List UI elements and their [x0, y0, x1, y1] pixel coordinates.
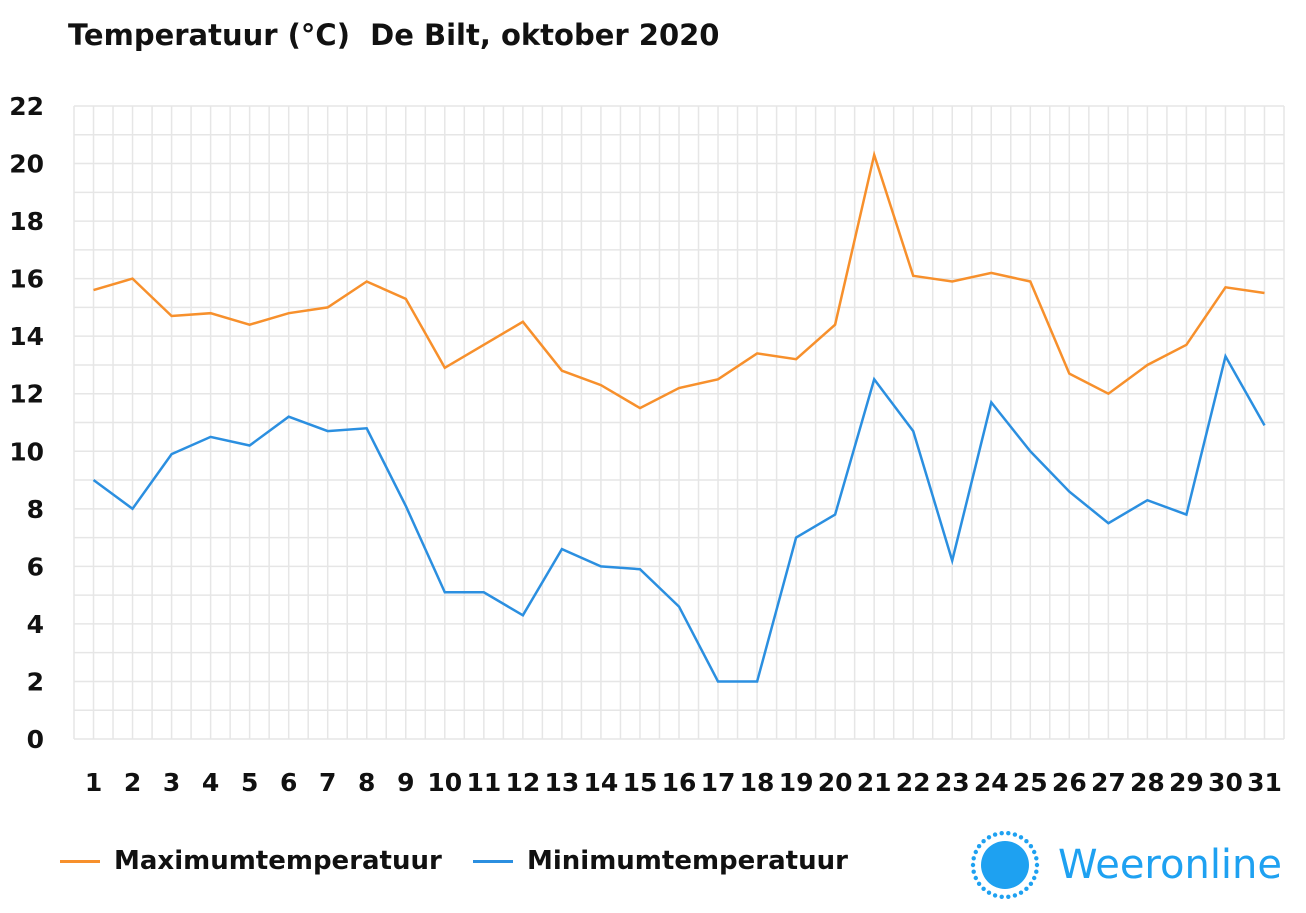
y-tick-label: 16 — [9, 265, 44, 294]
x-tick-label: 28 — [1130, 768, 1165, 797]
y-tick-label: 2 — [27, 667, 44, 696]
sun-ray — [1032, 875, 1037, 881]
sun-ray — [992, 893, 998, 898]
sun-ray — [976, 881, 982, 886]
sun-icon — [970, 831, 1040, 899]
sun-ray — [986, 890, 992, 895]
x-tick-label: 6 — [280, 768, 297, 797]
sun-ray — [999, 894, 1004, 899]
sun-ray — [1012, 893, 1018, 898]
series-lines — [92, 150, 1266, 683]
x-tick-label: 12 — [505, 768, 540, 797]
sun-ray — [973, 875, 978, 881]
x-tick-label: 21 — [857, 768, 892, 797]
chart-title: Temperatuur (°C) De Bilt, oktober 2020 — [68, 18, 720, 52]
x-tick-label: 9 — [397, 768, 414, 797]
x-tick-label: 11 — [466, 768, 501, 797]
sun-ray — [999, 831, 1004, 836]
legend-item-min[interactable]: Minimumtemperatuur — [473, 846, 848, 876]
y-tick-label: 8 — [27, 495, 44, 524]
y-tick-label: 22 — [9, 92, 44, 121]
x-tick-label: 2 — [124, 768, 141, 797]
logo-text: Weeronline — [1058, 842, 1283, 888]
sun-ray — [976, 844, 982, 849]
x-tick-label: 13 — [545, 768, 580, 797]
x-tick-label: 19 — [779, 768, 814, 797]
y-tick-label: 12 — [9, 380, 44, 409]
sun-ray — [981, 886, 986, 891]
sun-ray — [1032, 849, 1037, 855]
x-tick-label: 5 — [241, 768, 258, 797]
y-tick-label: 6 — [27, 552, 44, 581]
x-tick-label: 10 — [427, 768, 462, 797]
sun-ray — [1028, 881, 1034, 886]
y-tick-label: 20 — [9, 150, 44, 179]
x-tick-label: 23 — [935, 768, 970, 797]
y-tick-label: 14 — [9, 322, 44, 351]
sun-ray — [981, 839, 986, 844]
sun-ray — [971, 856, 976, 861]
x-tick-label: 14 — [584, 768, 619, 797]
sun-ray — [970, 862, 976, 868]
x-tick-label: 27 — [1091, 768, 1126, 797]
sun-ray — [1028, 844, 1034, 849]
x-tick-label: 8 — [358, 768, 375, 797]
sun-ray — [971, 869, 976, 874]
sun-ray — [1012, 832, 1018, 837]
x-tick-label: 4 — [202, 768, 219, 797]
x-tick-label: 15 — [623, 768, 658, 797]
sun-ray — [1018, 835, 1024, 840]
sun-ray — [986, 835, 992, 840]
x-tick-label: 16 — [662, 768, 697, 797]
x-tick-label: 7 — [319, 768, 336, 797]
y-tick-label: 0 — [27, 725, 44, 754]
x-tick-label: 26 — [1052, 768, 1087, 797]
x-axis: 1 2 3 4 5 6 7 8 9 10 11 12 13 14 15 16 17 18 19 20 21 22 23 24 2… — [85, 768, 1282, 797]
y-tick-label: 4 — [27, 610, 44, 639]
x-tick-label: 3 — [163, 768, 180, 797]
legend-label-min: Minimumtemperatuur — [527, 846, 848, 876]
legend-label-max: Maximumtemperatuur — [114, 846, 442, 876]
x-tick-label: 22 — [896, 768, 931, 797]
x-tick-label: 20 — [818, 768, 853, 797]
x-tick-label: 25 — [1013, 768, 1048, 797]
sun-ray — [992, 832, 998, 837]
sun-ray — [1024, 886, 1029, 891]
y-tick-label: 10 — [9, 437, 44, 466]
y-tick-label: 18 — [9, 207, 44, 236]
sun-ray — [1006, 831, 1011, 836]
x-tick-label: 30 — [1208, 768, 1243, 797]
legend-item-max[interactable]: Maximumtemperatuur — [60, 846, 442, 876]
x-tick-label: 29 — [1169, 768, 1204, 797]
x-tick-label: 1 — [85, 768, 102, 797]
sun-ray — [1034, 862, 1040, 868]
grid — [73, 105, 1285, 740]
series-line-max — [93, 150, 1265, 410]
x-tick-label: 31 — [1247, 768, 1282, 797]
legend-swatch-max — [60, 859, 100, 863]
sun-ray — [973, 849, 978, 855]
legend-swatch-min — [473, 859, 513, 863]
sun-ray — [1034, 856, 1039, 861]
x-tick-label: 18 — [740, 768, 775, 797]
sun-ray — [1006, 894, 1011, 899]
sun-ray — [1018, 890, 1024, 895]
y-axis: 0 2 4 6 8 10 12 14 16 18 20 22 — [9, 92, 44, 754]
sun-ray — [1024, 839, 1029, 844]
series-line-min — [92, 352, 1266, 683]
sun-ray — [1034, 869, 1039, 874]
weeronline-logo: Weeronline — [966, 826, 1282, 904]
x-tick-label: 24 — [974, 768, 1009, 797]
x-tick-label: 17 — [701, 768, 736, 797]
